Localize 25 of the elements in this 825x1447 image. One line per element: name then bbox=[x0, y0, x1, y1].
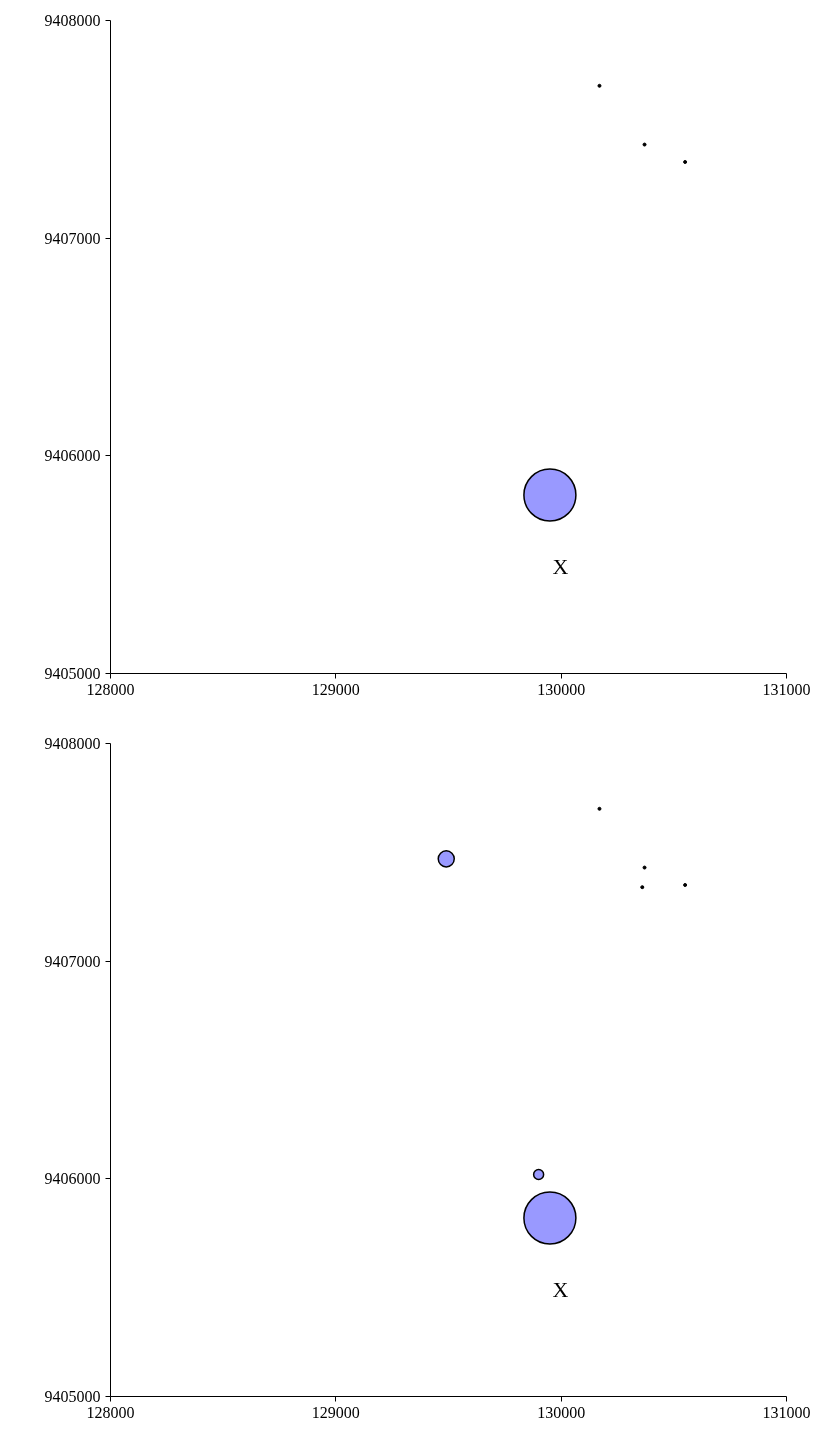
point bbox=[642, 142, 647, 147]
point bbox=[683, 882, 688, 887]
point bbox=[640, 885, 645, 890]
point bbox=[642, 865, 647, 870]
y-tick-label: 9407000 bbox=[44, 952, 101, 970]
x-tick-label: 130000 bbox=[537, 1403, 586, 1421]
y-tick-label: 9405000 bbox=[44, 665, 101, 682]
x-tick-label: 131000 bbox=[762, 680, 811, 698]
annotation: X bbox=[552, 1277, 569, 1302]
y-tick-label: 9406000 bbox=[44, 447, 101, 465]
x-tick-label: 128000 bbox=[86, 1403, 135, 1421]
y-tick-label: 9408000 bbox=[44, 12, 101, 29]
x-tick-label: 128000 bbox=[86, 680, 135, 698]
annotation: X bbox=[552, 554, 569, 579]
point bbox=[597, 83, 602, 88]
y-tick-label: 9405000 bbox=[44, 1388, 101, 1405]
point bbox=[597, 806, 602, 811]
x-tick-label: 129000 bbox=[311, 680, 360, 698]
x-tick-label: 129000 bbox=[311, 1403, 360, 1421]
y-tick-label: 9408000 bbox=[44, 735, 101, 752]
y-tick-label: 9406000 bbox=[44, 1170, 101, 1188]
point bbox=[683, 159, 688, 164]
x-tick-label: 130000 bbox=[537, 680, 586, 698]
y-tick-label: 9407000 bbox=[44, 229, 101, 247]
x-tick-label: 131000 bbox=[762, 1403, 811, 1421]
